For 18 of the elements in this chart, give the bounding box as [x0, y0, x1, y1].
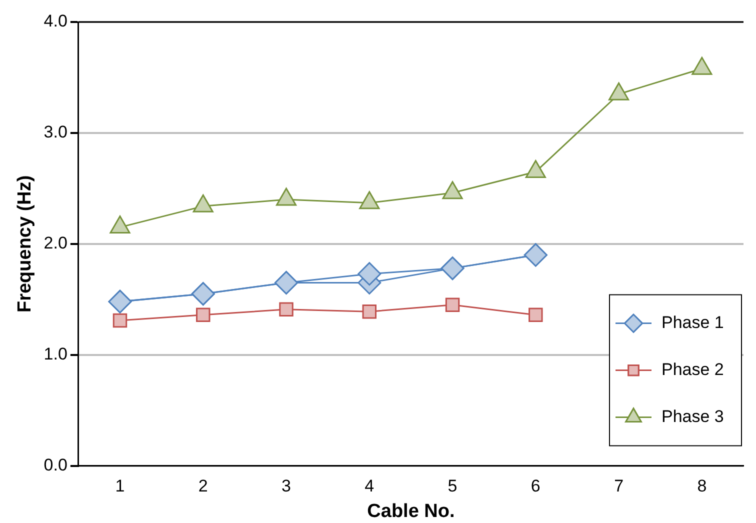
x-tick-label: 2	[198, 476, 208, 496]
x-tick-label: 6	[530, 476, 540, 496]
x-tick-label: 8	[697, 476, 707, 496]
legend-label: Phase 1	[662, 312, 724, 332]
y-axis-title: Frequency (Hz)	[14, 175, 36, 313]
x-tick-label: 3	[282, 476, 291, 496]
x-tick-label: 1	[115, 476, 125, 496]
y-tick-label: 0.0	[44, 455, 68, 474]
y-tick-label: 3.0	[44, 122, 68, 142]
y-tick-label: 1.0	[44, 344, 68, 364]
x-tick-label: 7	[614, 476, 624, 496]
x-tick-label: 4	[364, 476, 374, 496]
x-tick-label: 5	[448, 476, 458, 496]
legend-label: Phase 2	[662, 360, 724, 379]
legend-label: Phase 3	[662, 406, 724, 426]
y-tick-label: 2.0	[44, 234, 68, 253]
y-tick-label: 4.0	[44, 12, 68, 31]
x-axis-title: Cable No.	[367, 500, 455, 522]
